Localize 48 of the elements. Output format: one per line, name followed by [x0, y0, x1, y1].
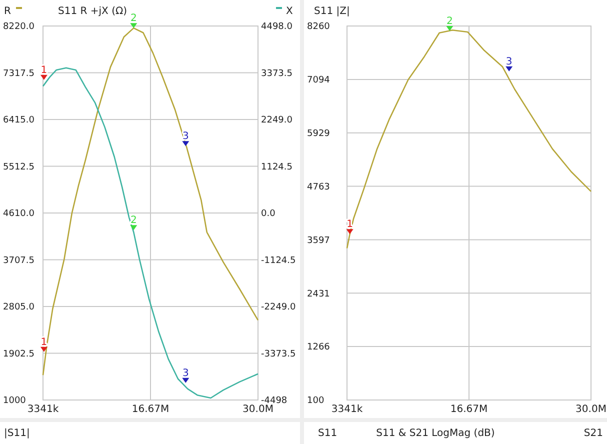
chart-title: S11 |Z|: [314, 6, 350, 17]
y2-tick-label: 2249.0: [261, 116, 293, 126]
y-tick-label: 7094: [307, 76, 330, 86]
x-tick-label: 30.0M: [576, 404, 606, 415]
y-tick-label: 6415.0: [3, 116, 35, 126]
y-tick-label: 5512.5: [3, 162, 34, 172]
y-tick-label: 8260: [307, 22, 330, 32]
y-tick-label: 2805.0: [3, 302, 35, 313]
y-tick-label: 1000: [3, 396, 26, 406]
text: S11 & S21 LogMag (dB): [376, 428, 495, 439]
y2-tick-label: 1124.5: [261, 162, 292, 172]
y-tick-label: 1266: [307, 342, 330, 353]
y2-tick-label: -2249.0: [261, 302, 296, 313]
y-tick-label: 3597: [307, 236, 330, 246]
legend-label: X: [286, 6, 293, 17]
x-tick-label: 16.67M: [450, 404, 488, 415]
x-tick-label: 16.67M: [132, 404, 170, 415]
annotation: 1: [40, 64, 48, 76]
line-series: [42, 67, 259, 399]
y2-tick-label: 4498.0: [261, 22, 293, 32]
annotation: 2: [446, 16, 453, 28]
y2-tick-label: -1124.5: [261, 256, 296, 266]
y-tick-label: 100: [307, 396, 324, 406]
chart-title: S11 R +jX (Ω): [58, 6, 128, 17]
legend-label: R: [4, 6, 11, 17]
y-tick-label: 5929: [307, 128, 330, 139]
x-tick-label: 3341k: [27, 404, 59, 415]
y-tick-label: 3707.5: [3, 256, 34, 266]
annotation: 3: [182, 368, 189, 379]
y2-tick-label: -3373.5: [261, 349, 296, 360]
text: S21: [584, 428, 603, 439]
y-tick-label: 4763: [307, 182, 330, 192]
text: |S11|: [4, 428, 30, 439]
y-tick-label: 4610.0: [3, 209, 35, 220]
y-tick-label: 2431: [307, 289, 330, 300]
y-tick-label: 8220.0: [3, 22, 35, 32]
y-tick-label: 1902.5: [3, 349, 34, 360]
x-tick-label: 3341k: [331, 404, 363, 415]
y2-tick-label: 0.0: [261, 209, 276, 220]
annotation: 2: [130, 215, 137, 226]
annotation: 1: [346, 219, 354, 230]
annotation: 3: [506, 56, 512, 68]
annotation: 1: [40, 336, 48, 348]
x-tick-label: 30.0M: [242, 404, 274, 415]
y-tick-label: 7317.5: [3, 68, 34, 79]
y2-tick-label: 3373.5: [261, 68, 292, 79]
annotation: 2: [130, 13, 137, 24]
text: S11: [318, 428, 338, 439]
